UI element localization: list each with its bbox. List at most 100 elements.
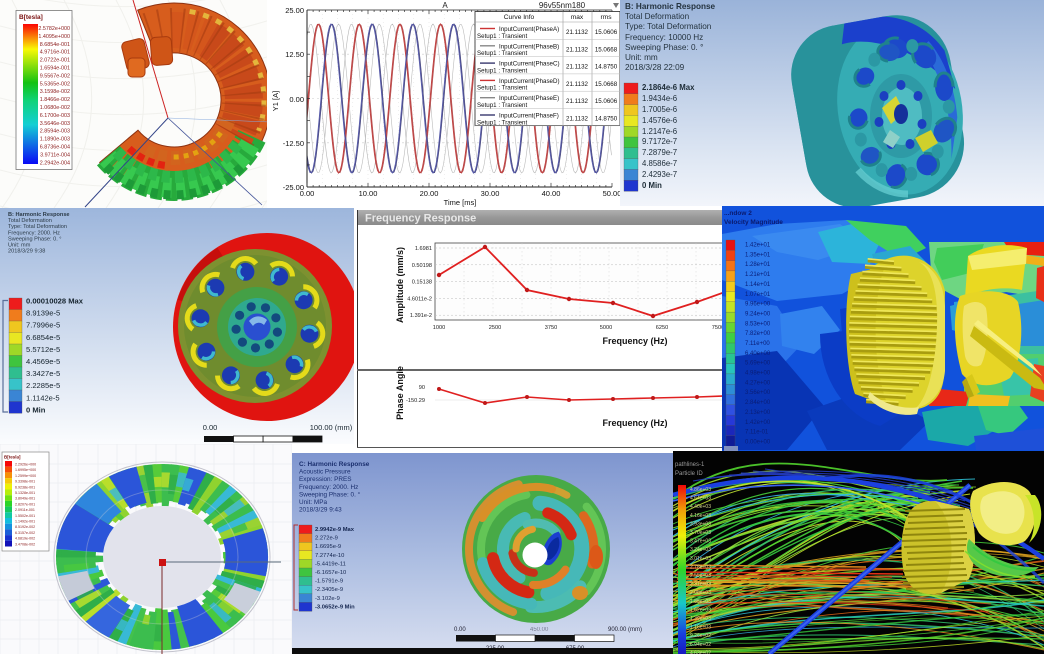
svg-text:4.4569e-5: 4.4569e-5: [26, 357, 60, 366]
svg-text:1.42e+01: 1.42e+01: [745, 243, 771, 249]
svg-text:Total Deformation: Total Deformation: [8, 218, 52, 224]
svg-text:12.50: 12.50: [285, 50, 304, 59]
svg-text:3.47e+03: 3.47e+03: [690, 539, 711, 545]
svg-text:Setup1 : Transient: Setup1 : Transient: [477, 102, 527, 109]
svg-text:2018/3/29 9:43: 2018/3/29 9:43: [299, 507, 342, 514]
svg-text:1.9434e-6: 1.9434e-6: [642, 94, 677, 103]
svg-text:1.7005e-6: 1.7005e-6: [642, 105, 677, 114]
svg-text:4.16e+03: 4.16e+03: [690, 513, 711, 519]
svg-text:-2.3405e-9: -2.3405e-9: [315, 587, 343, 593]
svg-text:1.1142e-5: 1.1142e-5: [26, 393, 60, 402]
svg-text:7.2879e-7: 7.2879e-7: [642, 148, 677, 157]
svg-text:6.6854e-5: 6.6854e-5: [26, 333, 60, 342]
svg-text:900.00 (mm): 900.00 (mm): [608, 627, 642, 633]
svg-text:B: Harmonic Response: B: Harmonic Response: [8, 212, 70, 218]
svg-text:30.00: 30.00: [481, 189, 500, 198]
svg-text:Setup1 : Transient: Setup1 : Transient: [477, 67, 527, 74]
svg-text:0.00: 0.00: [289, 95, 304, 104]
svg-text:4.6011e-2: 4.6011e-2: [407, 296, 432, 302]
svg-text:1.6995e+000: 1.6995e+000: [15, 468, 36, 472]
svg-text:2018/3/29 9:38: 2018/3/29 9:38: [8, 249, 45, 255]
svg-text:3.56e+00: 3.56e+00: [745, 390, 771, 396]
svg-text:C: Harmonic Response: C: Harmonic Response: [299, 461, 370, 468]
svg-text:6.94e+02: 6.94e+02: [690, 642, 711, 648]
svg-text:3.01e+03: 3.01e+03: [690, 556, 711, 562]
svg-text:2.5782e+000: 2.5782e+000: [38, 26, 70, 32]
svg-text:max: max: [571, 14, 584, 21]
svg-text:0.00: 0.00: [454, 627, 466, 633]
svg-text:1.85e+03: 1.85e+03: [690, 599, 711, 605]
svg-text:Time [ms]: Time [ms]: [444, 198, 477, 207]
svg-text:2500: 2500: [489, 325, 501, 331]
svg-text:3.5646e-003: 3.5646e-003: [40, 121, 70, 127]
svg-text:pathlines-1: pathlines-1: [675, 462, 705, 468]
svg-text:450.00: 450.00: [530, 627, 549, 633]
svg-text:14.8750: 14.8750: [595, 64, 618, 71]
svg-text:InputCurrent(PhaseB): InputCurrent(PhaseB): [499, 43, 559, 50]
svg-text:0.00: 0.00: [300, 189, 315, 198]
svg-text:4.63e+02: 4.63e+02: [690, 650, 711, 654]
svg-text:1.16e+03: 1.16e+03: [690, 625, 711, 631]
svg-text:1.14e+01: 1.14e+01: [745, 282, 771, 288]
svg-text:6250: 6250: [656, 325, 668, 331]
svg-text:21.1132: 21.1132: [566, 81, 588, 88]
svg-text:Unit: mm: Unit: mm: [8, 243, 31, 249]
svg-text:5000: 5000: [600, 325, 612, 331]
svg-text:7.82e+00: 7.82e+00: [745, 331, 771, 337]
svg-text:3.9711e-004: 3.9711e-004: [40, 152, 70, 158]
svg-text:Unit: MPa: Unit: MPa: [299, 499, 328, 506]
svg-text:1.21e+01: 1.21e+01: [745, 272, 771, 278]
svg-text:7.2774e-10: 7.2774e-10: [315, 553, 344, 559]
svg-text:Particle ID: Particle ID: [675, 471, 703, 477]
svg-text:-1.5791e-9: -1.5791e-9: [315, 579, 343, 585]
svg-text:2.8207e-001: 2.8207e-001: [15, 502, 35, 506]
svg-text:2.8594e-003: 2.8594e-003: [40, 129, 70, 135]
svg-text:Total Deformation: Total Deformation: [625, 12, 690, 21]
svg-text:-3.102e-9: -3.102e-9: [315, 596, 340, 602]
svg-text:Y1 [A]: Y1 [A]: [271, 91, 280, 111]
svg-text:Frequency: 2000. Hz: Frequency: 2000. Hz: [8, 230, 60, 236]
svg-text:21.1132: 21.1132: [566, 29, 588, 36]
svg-text:Type: Total Deformation: Type: Total Deformation: [625, 22, 712, 31]
svg-text:3.4708e-002: 3.4708e-002: [15, 542, 35, 546]
svg-text:Frequency: 10000 Hz: Frequency: 10000 Hz: [625, 33, 703, 42]
svg-text:90: 90: [419, 385, 425, 391]
svg-text:4.9716e-001: 4.9716e-001: [40, 50, 70, 56]
svg-text:Acoustic Pressure: Acoustic Pressure: [299, 469, 351, 476]
svg-text:9.7172e-7: 9.7172e-7: [642, 137, 677, 146]
svg-text:Velocity Magnitude: Velocity Magnitude: [724, 219, 783, 226]
svg-text:2.31e+03: 2.31e+03: [690, 582, 711, 588]
svg-text:Sweeping Phase: 0. °: Sweeping Phase: 0. °: [8, 236, 62, 242]
svg-text:1.1492e-001: 1.1492e-001: [15, 520, 35, 524]
svg-text:2.2942e-004: 2.2942e-004: [40, 160, 70, 166]
svg-text:1000: 1000: [433, 325, 445, 331]
svg-text:5.69e+00: 5.69e+00: [745, 361, 771, 367]
svg-text:1.391e-2: 1.391e-2: [410, 313, 432, 319]
svg-text:6.8736e-004: 6.8736e-004: [40, 145, 70, 151]
svg-text:0.00: 0.00: [203, 423, 218, 432]
svg-text:8.53e+00: 8.53e+00: [745, 321, 771, 327]
svg-text:3.93e+03: 3.93e+03: [690, 521, 711, 527]
svg-text:9.3398e-001: 9.3398e-001: [15, 480, 35, 484]
svg-text:7500: 7500: [712, 325, 722, 331]
svg-text:1.2599e+000: 1.2599e+000: [15, 474, 36, 478]
svg-text:Frequency Response: Frequency Response: [365, 213, 476, 225]
svg-text:9.24e+00: 9.24e+00: [745, 312, 771, 318]
svg-text:Phase Angle: Phase Angle: [395, 366, 405, 420]
svg-text:Frequency (Hz): Frequency (Hz): [602, 418, 667, 428]
svg-text:2.08e+03: 2.08e+03: [690, 590, 711, 596]
svg-text:Setup1 : Transient: Setup1 : Transient: [477, 85, 527, 92]
svg-text:8.6854e-001: 8.6854e-001: [40, 42, 70, 48]
svg-text:1.6594e-001: 1.6594e-001: [40, 66, 70, 72]
svg-text:1.2147e-6: 1.2147e-6: [642, 127, 677, 136]
svg-text:7.7996e-5: 7.7996e-5: [26, 321, 60, 330]
svg-text:6.40e+00: 6.40e+00: [745, 351, 771, 357]
svg-text:9.26e+02: 9.26e+02: [690, 633, 711, 639]
svg-text:3.70e+03: 3.70e+03: [690, 530, 711, 536]
svg-text:0.00010028 Max: 0.00010028 Max: [26, 297, 84, 306]
svg-text:...ndow 2: ...ndow 2: [724, 210, 752, 217]
svg-text:InputCurrent(PhaseE): InputCurrent(PhaseE): [499, 95, 559, 102]
svg-text:-25.00: -25.00: [283, 183, 304, 192]
svg-text:4.86e+03: 4.86e+03: [690, 487, 711, 493]
svg-text:1.6695e-9: 1.6695e-9: [315, 544, 341, 550]
